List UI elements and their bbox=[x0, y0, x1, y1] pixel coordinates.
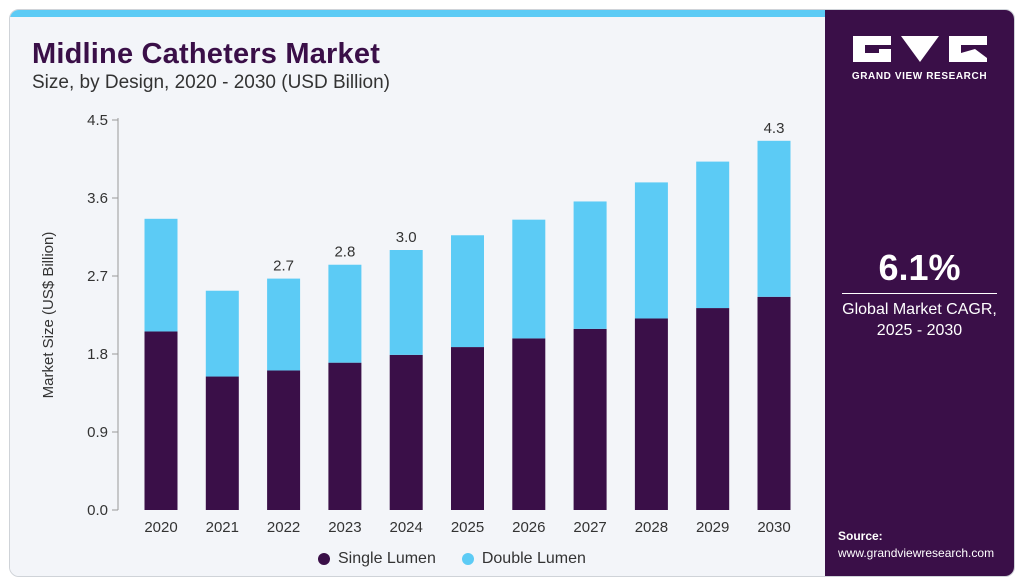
y-tick-label: 1.8 bbox=[87, 346, 108, 363]
bar-single-lumen bbox=[144, 331, 178, 510]
logo-text: GRAND VIEW RESEARCH bbox=[851, 71, 988, 82]
source-url[interactable]: www.grandviewresearch.com bbox=[838, 546, 995, 560]
x-tick-label: 2028 bbox=[635, 519, 668, 536]
x-tick-label: 2026 bbox=[512, 519, 545, 536]
chart-legend: Single Lumen Double Lumen bbox=[318, 548, 612, 570]
bar-double-lumen bbox=[757, 140, 791, 297]
legend-item-single-lumen: Single Lumen bbox=[318, 550, 436, 568]
y-tick-label: 3.6 bbox=[87, 190, 108, 207]
bar-single-lumen bbox=[512, 338, 546, 510]
legend-label-double-lumen: Double Lumen bbox=[481, 550, 586, 567]
cagr-label-line-2: 2025 - 2030 bbox=[876, 322, 963, 339]
legend-label-single-lumen: Single Lumen bbox=[338, 550, 436, 567]
chart-panel: Midline Catheters Market Size, by Design… bbox=[10, 17, 825, 576]
bar-double-lumen bbox=[696, 161, 730, 309]
bar-double-lumen bbox=[573, 201, 607, 329]
bar-double-lumen bbox=[634, 182, 668, 319]
bar-double-lumen bbox=[328, 264, 362, 363]
x-tick-label: 2022 bbox=[267, 519, 300, 536]
bar-single-lumen bbox=[696, 308, 730, 510]
bar-double-lumen bbox=[389, 250, 423, 355]
bar-single-lumen bbox=[634, 318, 668, 510]
chart-card: Midline Catheters Market Size, by Design… bbox=[9, 9, 1015, 577]
data-label: 4.3 bbox=[764, 120, 785, 137]
chart-subtitle: Size, by Design, 2020 - 2030 (USD Billio… bbox=[32, 72, 391, 93]
bar-double-lumen bbox=[205, 290, 239, 377]
cagr-label: Global Market CAGR, 2025 - 2030 bbox=[825, 299, 1014, 341]
legend-swatch-double-lumen bbox=[461, 553, 474, 565]
data-label: 2.8 bbox=[334, 244, 355, 261]
bar-single-lumen bbox=[757, 296, 791, 510]
y-tick-label: 0.0 bbox=[87, 502, 108, 519]
chart-title: Midline Catheters Market bbox=[32, 38, 381, 70]
x-tick-label: 2023 bbox=[328, 519, 361, 536]
y-tick-label: 0.9 bbox=[87, 424, 108, 441]
x-tick-label: 2020 bbox=[144, 519, 177, 536]
x-tick-label: 2025 bbox=[451, 519, 484, 536]
source-label: Source: bbox=[838, 529, 883, 543]
bar-chart: 0.0 0.9 1.8 2.7 3.6 4.5 Market Size (US$ Billi… bbox=[40, 112, 791, 536]
bar-double-lumen bbox=[512, 219, 546, 339]
x-tick-label: 2029 bbox=[696, 519, 729, 536]
x-tick-label: 2027 bbox=[573, 519, 606, 536]
cagr-label-line-1: Global Market CAGR, bbox=[842, 301, 997, 318]
bar-single-lumen bbox=[451, 347, 484, 510]
bar-single-lumen bbox=[205, 376, 239, 510]
legend-item-double-lumen: Double Lumen bbox=[461, 550, 586, 568]
bar-double-lumen bbox=[144, 218, 178, 332]
bar-single-lumen bbox=[389, 354, 423, 510]
x-tick-label: 2030 bbox=[757, 519, 790, 536]
y-axis-title: Market Size (US$ Billion) bbox=[40, 232, 57, 399]
y-tick-label: 4.5 bbox=[87, 112, 108, 129]
bar-double-lumen bbox=[451, 235, 484, 348]
bar-single-lumen bbox=[328, 362, 362, 510]
legend-swatch-single-lumen bbox=[318, 553, 330, 565]
bar-double-lumen bbox=[267, 278, 301, 371]
data-label: 3.0 bbox=[396, 229, 417, 246]
data-label: 2.7 bbox=[273, 258, 294, 275]
grand-view-research-logo-icon bbox=[853, 36, 987, 62]
accent-bar bbox=[10, 10, 825, 17]
bar-single-lumen bbox=[267, 370, 301, 510]
cagr-value: 6.1% bbox=[878, 247, 961, 288]
x-tick-label: 2024 bbox=[390, 519, 423, 536]
bar-single-lumen bbox=[573, 328, 607, 510]
x-tick-label: 2021 bbox=[206, 519, 239, 536]
info-sidebar: GRAND VIEW RESEARCH 6.1% Global Market C… bbox=[825, 10, 1014, 576]
y-tick-label: 2.7 bbox=[87, 268, 108, 285]
cagr-divider bbox=[842, 293, 997, 294]
